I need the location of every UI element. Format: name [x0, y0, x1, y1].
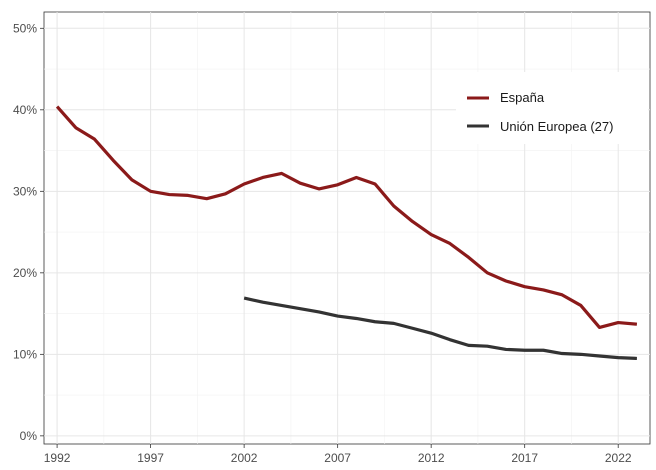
legend-label-union-europea: Unión Europea (27) [500, 119, 613, 134]
series-line-espana [55, 105, 638, 330]
y-tick-label: 50% [13, 21, 37, 35]
series-line-union-europea [243, 296, 637, 361]
y-tick-label: 30% [13, 184, 37, 198]
x-tick-label: 2022 [605, 451, 632, 465]
legend-label-espana: España [500, 90, 545, 105]
series-layer [55, 105, 638, 361]
y-tick-label: 10% [13, 347, 37, 361]
x-tick-label: 2007 [324, 451, 351, 465]
y-tick-label: 0% [20, 429, 38, 443]
x-tick-label: 1997 [137, 451, 164, 465]
axis-layer: 0% 10% 20% 30% 40% 50% 1992 1997 2002 2007 2012 201… [13, 21, 632, 465]
x-tick-label: 2002 [231, 451, 258, 465]
y-tick-label: 20% [13, 266, 37, 280]
x-tick-label: 2017 [511, 451, 538, 465]
legend-background [456, 72, 648, 144]
x-tick-label: 1992 [44, 451, 71, 465]
y-tick-label: 40% [13, 103, 37, 117]
legend: España Unión Europea (27) [456, 72, 648, 144]
x-tick-label: 2012 [418, 451, 445, 465]
